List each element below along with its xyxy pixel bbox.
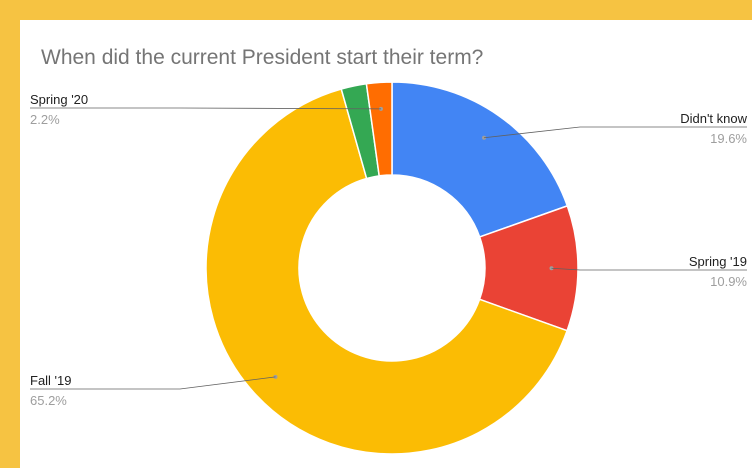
callout-dot-fall-19 <box>273 374 278 379</box>
callouts-group: Didn't know 19.6% Spring '19 10.9% Fall '19 6… <box>30 92 748 408</box>
slice-label-didn-t-know: Didn't know <box>680 111 747 126</box>
callout-line-fall-19 <box>30 376 276 390</box>
slice-percent-spring-20: 2.2% <box>30 112 60 127</box>
slice-didn-t-know[interactable] <box>391 81 569 238</box>
slice-label-spring-20: Spring '20 <box>30 92 88 107</box>
slices-group <box>205 81 579 455</box>
donut-chart: Didn't know 19.6% Spring '19 10.9% Fall '19 6… <box>30 81 748 455</box>
callout-line-spring-19 <box>551 267 747 271</box>
slice-spring-20[interactable] <box>365 81 393 177</box>
slice-fall-19[interactable] <box>205 88 569 455</box>
callout-line-spring-20 <box>30 107 381 110</box>
slice-percent-spring-19: 10.9% <box>710 274 747 289</box>
chart-frame: When did the current President start the… <box>20 20 752 468</box>
chart-title: When did the current President start the… <box>41 46 484 69</box>
slice-label-fall-19: Fall '19 <box>30 373 72 388</box>
slice-label-spring-19: Spring '19 <box>689 254 747 269</box>
chart-card: When did the current President start the… <box>20 20 752 468</box>
callout-line-didn-t-know <box>483 126 747 139</box>
slice-percent-didn-t-know: 19.6% <box>710 131 747 146</box>
slice-percent-fall-19: 65.2% <box>30 393 67 408</box>
